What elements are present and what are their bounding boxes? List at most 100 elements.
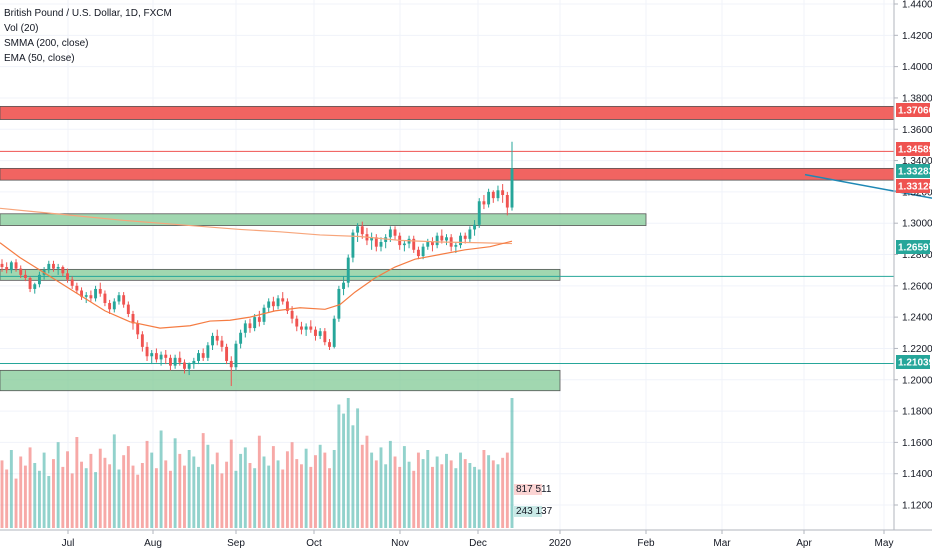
trend-line bbox=[804, 173, 932, 199]
volume-bar bbox=[431, 466, 434, 528]
volume-bar bbox=[440, 464, 444, 528]
candle-body bbox=[52, 263, 55, 269]
smma200-line bbox=[0, 207, 513, 245]
candle-body bbox=[19, 268, 23, 275]
time-axis: Jul Aug Sep Oct Nov Dec 2020 Feb Mar Apr May bbox=[62, 530, 893, 549]
price-tick-label: 1.22000 bbox=[902, 344, 932, 355]
candle-body bbox=[271, 301, 275, 307]
volume-bar bbox=[52, 459, 55, 528]
price-badge-label: 1.33283 bbox=[898, 167, 932, 178]
candle-body bbox=[421, 246, 425, 257]
candle-body bbox=[299, 326, 303, 330]
time-tick-label: Dec bbox=[469, 538, 487, 549]
candle-body bbox=[37, 274, 41, 285]
volume-bar bbox=[192, 456, 196, 528]
volume-bar bbox=[299, 464, 303, 528]
volume-bar bbox=[70, 473, 74, 528]
candle-body bbox=[454, 245, 458, 247]
candle-body bbox=[103, 293, 107, 304]
price-tick-label: 1.40000 bbox=[902, 62, 932, 73]
volume-bar bbox=[201, 433, 205, 528]
candle-body bbox=[402, 243, 406, 246]
volume-bar bbox=[234, 470, 238, 528]
price-badges-layer: 1.37066 1.34589 1.33283 1.33128 1.26597 1.210… bbox=[896, 103, 932, 369]
price-badge-label: 1.34589 bbox=[898, 145, 932, 156]
support-zone bbox=[0, 369, 561, 392]
candle-body bbox=[187, 364, 191, 369]
volume-bar bbox=[351, 425, 355, 528]
volume-bar bbox=[398, 466, 402, 528]
volume-bar bbox=[154, 468, 158, 528]
candle-body bbox=[108, 303, 112, 310]
volume-bar bbox=[323, 452, 327, 528]
volume-bar bbox=[248, 463, 252, 528]
resistance-zone bbox=[0, 105, 895, 120]
price-tick-label: 1.36000 bbox=[902, 125, 932, 136]
volume-bar bbox=[416, 452, 420, 528]
price-badge-bg bbox=[896, 142, 930, 156]
price-badge-label: 1.37066 bbox=[898, 106, 932, 117]
volume-bar bbox=[28, 447, 32, 528]
legend-volume[interactable]: Vol (20) bbox=[4, 23, 39, 34]
candle-body bbox=[206, 345, 210, 358]
volume-bar bbox=[225, 461, 229, 528]
candle-body bbox=[80, 290, 83, 297]
candle-body bbox=[510, 168, 514, 208]
candle-body bbox=[285, 301, 289, 311]
time-tick-label: Aug bbox=[144, 538, 162, 549]
volume-bar bbox=[61, 466, 65, 528]
price-axis: 1.44000 1.42000 1.40000 1.38000 1.36000 1.340… bbox=[0, 0, 932, 531]
candle-body bbox=[192, 360, 196, 365]
volume-bar bbox=[56, 442, 60, 528]
price-badge: 1.33128 bbox=[896, 179, 932, 193]
price-tick-label: 1.44000 bbox=[902, 0, 932, 11]
candle-body bbox=[0, 263, 4, 268]
volume-bar bbox=[9, 450, 13, 528]
time-tick-label: Jul bbox=[62, 538, 75, 549]
price-tick-label: 1.20000 bbox=[902, 375, 932, 386]
candle-body bbox=[122, 295, 126, 305]
legend-symbol[interactable]: British Pound / U.S. Dollar, 1D, FXCM bbox=[4, 8, 172, 19]
candle-body bbox=[5, 267, 9, 271]
volume-label-bg bbox=[514, 484, 542, 495]
candle-body bbox=[229, 360, 233, 368]
volume-bar bbox=[14, 478, 18, 528]
chart-grid bbox=[0, 0, 894, 530]
volume-bar bbox=[19, 456, 23, 528]
candle-body bbox=[28, 277, 32, 289]
candle-body bbox=[346, 257, 350, 283]
candle-body bbox=[61, 267, 65, 274]
volume-bar bbox=[131, 465, 135, 528]
volume-layer: 817 511 243 137 bbox=[0, 398, 553, 528]
volume-bar bbox=[370, 452, 374, 528]
price-badge-bg bbox=[896, 103, 930, 117]
candle-body bbox=[337, 288, 341, 319]
legend-ema[interactable]: EMA (50, close) bbox=[4, 53, 75, 64]
volume-bar bbox=[445, 453, 448, 528]
volume-bar bbox=[47, 476, 51, 528]
volume-bar bbox=[211, 464, 215, 528]
price-tick-label: 1.30000 bbox=[902, 219, 932, 230]
volume-bar bbox=[126, 446, 130, 528]
candle-body bbox=[318, 331, 322, 336]
volume-bar bbox=[262, 456, 266, 528]
candle-body bbox=[384, 237, 388, 242]
volume-bar bbox=[426, 450, 430, 528]
candle-body bbox=[370, 237, 374, 241]
candle-body bbox=[89, 295, 93, 299]
price-badge: 1.21039 bbox=[896, 355, 932, 369]
legend-smma[interactable]: SMMA (200, close) bbox=[4, 38, 89, 49]
price-badge-label: 1.33128 bbox=[898, 182, 932, 193]
candle-body bbox=[66, 273, 69, 280]
candle-body bbox=[75, 285, 79, 291]
volume-bar bbox=[37, 470, 41, 528]
candle-body bbox=[98, 288, 102, 294]
time-tick-label: Feb bbox=[637, 538, 655, 549]
candle-body bbox=[290, 310, 294, 319]
candle-body bbox=[445, 237, 448, 241]
resistance-zone bbox=[0, 167, 895, 181]
candle-body bbox=[501, 190, 505, 196]
volume-label-bg bbox=[514, 506, 542, 517]
volume-bar bbox=[0, 460, 4, 528]
